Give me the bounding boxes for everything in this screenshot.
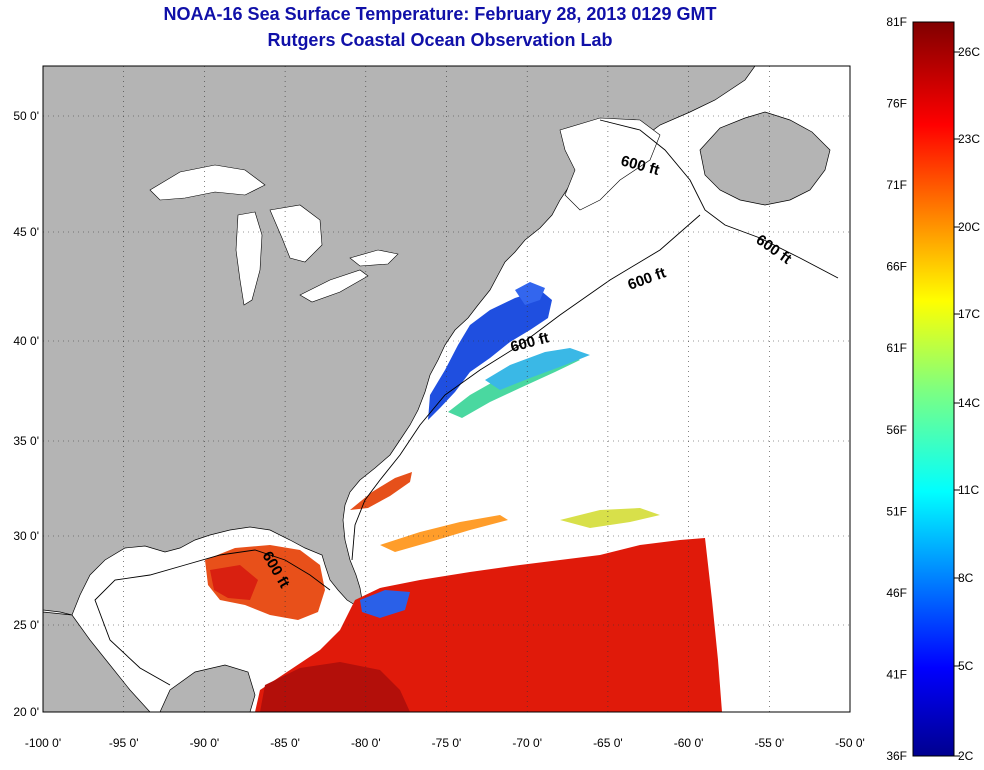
x-tick-label: -75 0'	[432, 736, 462, 750]
sst-gulf-patch-hot	[210, 565, 258, 600]
isobath-600ft-gulf	[94, 549, 331, 686]
land-newfoundland	[699, 111, 831, 206]
land-yucatan	[159, 664, 256, 712]
colorbar-c-label: 17C	[958, 307, 980, 321]
y-tick-label: 40 0'	[13, 334, 39, 348]
colorbar-c-label: 11C	[958, 483, 979, 497]
map-title: NOAA-16 Sea Surface Temperature: Februar…	[163, 4, 717, 24]
colorbar-c-label: 14C	[958, 396, 980, 410]
x-tick-label: -50 0'	[835, 736, 865, 750]
colorbar-f-label: 36F	[886, 749, 907, 763]
sst-band-east	[560, 508, 660, 528]
colorbar-c-label: 23C	[958, 132, 980, 146]
x-tick-label: -85 0'	[270, 736, 300, 750]
sst-gulfstream-north	[350, 472, 412, 510]
sst-mab-cold	[428, 290, 552, 420]
colorbar-c-label: 8C	[958, 571, 974, 585]
sst-slope-cyan	[485, 348, 590, 390]
colorbar-c-label: 5C	[958, 659, 974, 673]
x-axis-ticks: -100 0' -95 0' -90 0' -85 0' -80 0' -75 0' -70…	[25, 736, 865, 750]
lake-ontario	[349, 249, 399, 267]
colorbar-c-label: 26C	[958, 45, 980, 59]
colorbar-f-label: 46F	[886, 586, 907, 600]
lake-michigan	[235, 211, 263, 306]
colorbar-f-label: 61F	[886, 341, 907, 355]
x-tick-label: -65 0'	[593, 736, 623, 750]
y-axis-ticks: 20 0' 25 0' 30 0' 35 0' 40 0' 45 0' 50 0'	[13, 109, 39, 719]
colorbar-f-label: 66F	[886, 260, 907, 274]
colorbar-celsius-labels: 26C 23C 20C 17C 14C 11C 8C 5C 2C	[954, 45, 980, 763]
colorbar-fahrenheit-labels: 81F 76F 71F 66F 61F 56F 51F 46F 41F 36F	[886, 15, 907, 763]
colorbar	[912, 21, 955, 757]
colorbar-c-label: 2C	[958, 749, 974, 763]
x-tick-label: -90 0'	[190, 736, 220, 750]
gulf-st-lawrence	[559, 117, 661, 211]
land-mexico	[43, 611, 151, 712]
y-tick-label: 50 0'	[13, 109, 39, 123]
lake-superior	[149, 164, 266, 201]
colorbar-f-label: 76F	[886, 97, 907, 111]
colorbar-f-label: 41F	[886, 667, 907, 681]
x-tick-label: -70 0'	[512, 736, 542, 750]
lake-huron	[269, 204, 323, 263]
x-tick-label: -95 0'	[109, 736, 139, 750]
sst-band-mid	[380, 515, 508, 552]
isobath-600ft	[599, 119, 839, 279]
x-tick-label: -60 0'	[674, 736, 704, 750]
colorbar-f-label: 71F	[886, 178, 907, 192]
y-tick-label: 20 0'	[13, 705, 39, 719]
y-tick-label: 25 0'	[13, 618, 39, 632]
y-tick-label: 30 0'	[13, 529, 39, 543]
lake-erie	[299, 269, 369, 303]
land-north-america	[43, 66, 756, 616]
x-tick-label: -100 0'	[25, 736, 61, 750]
sst-gulf-of-maine	[515, 282, 545, 305]
sst-bahamas-blue	[360, 590, 410, 618]
colorbar-c-label: 20C	[958, 220, 980, 234]
colorbar-f-label: 81F	[886, 15, 907, 29]
map-border	[42, 65, 851, 713]
sst-gulf-patch	[205, 545, 325, 620]
y-tick-label: 35 0'	[13, 434, 39, 448]
colorbar-f-label: 56F	[886, 423, 907, 437]
isobath-600ft-south	[351, 214, 701, 561]
map-subtitle: Rutgers Coastal Ocean Observation Lab	[267, 30, 613, 50]
x-tick-label: -55 0'	[754, 736, 784, 750]
sst-caribbean-dark	[260, 662, 410, 712]
colorbar-f-label: 51F	[886, 504, 907, 518]
x-tick-label: -80 0'	[351, 736, 381, 750]
y-tick-label: 45 0'	[13, 225, 39, 239]
